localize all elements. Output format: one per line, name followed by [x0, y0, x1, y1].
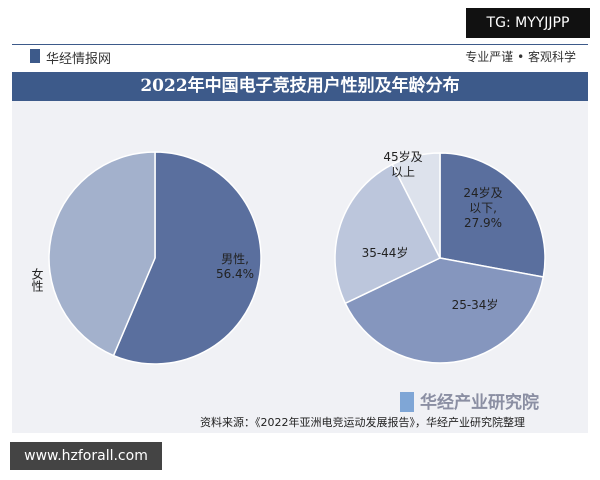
slice-label: 24岁及以下, 27.9% [458, 186, 508, 231]
pie-slice [344, 257, 545, 364]
tag: TG: MYYJJPP [466, 8, 590, 38]
slice-label: 25-34岁 [440, 298, 510, 313]
pie-slice [48, 151, 156, 357]
slice-category: 45岁及以上 [383, 150, 423, 179]
site: www.hzforall.com [10, 442, 162, 470]
slice-category: 24岁及以下, [463, 186, 503, 215]
pie-slice [439, 152, 546, 278]
slice-label: 女性 [20, 268, 44, 292]
logo: 华经产业研究院 [420, 393, 539, 413]
header-rule [12, 44, 588, 45]
title: 2022年中国电子竞技用户性别及年龄分布 [12, 72, 588, 101]
slice-category: 男性, [221, 252, 249, 266]
slogan: 专业严谨 • 客观科学 [465, 50, 576, 64]
slice-category: 女性 [30, 268, 44, 292]
source: 资料来源：《2022年亚洲电竞运动发展报告》，华经产业研究院整理 [200, 416, 525, 429]
slice-label: 男性, 56.4% [205, 252, 265, 282]
pie-slice [391, 152, 441, 259]
pie-slice [112, 151, 262, 365]
brand: 华经情报网 [46, 52, 112, 67]
brand-icon [30, 49, 40, 63]
logo-icon [400, 392, 414, 412]
slice-label: 45岁及以上 [378, 150, 428, 180]
slice-label: 35-44岁 [350, 246, 420, 261]
slice-value: 56.4% [215, 267, 255, 281]
pie-slice [334, 163, 442, 305]
slice-category: 35-44岁 [361, 246, 409, 260]
slice-value: 27.9% [463, 216, 503, 230]
slice-category: 25-34岁 [451, 298, 499, 312]
